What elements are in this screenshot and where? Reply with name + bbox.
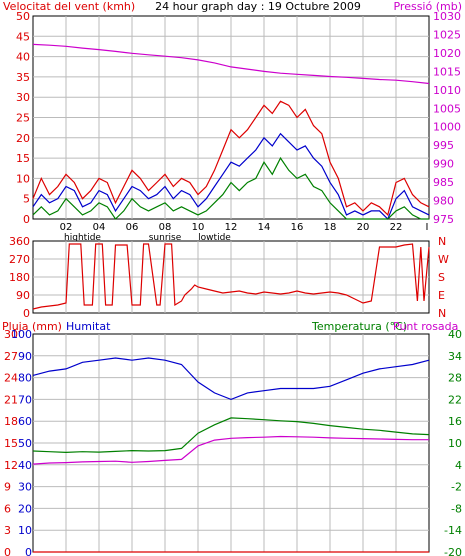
humidity-tick-label: 100	[11, 328, 32, 341]
y-right-tick-label: 980	[433, 195, 454, 208]
y-right-tick-label: 1005	[433, 102, 461, 115]
temperature-tick-label: -14	[444, 524, 462, 537]
humidity-tick-label: 40	[18, 459, 32, 472]
chart-title: 24 hour graph day : 19 Octubre 2009	[155, 0, 361, 13]
rain-tick-label: 30	[4, 328, 18, 341]
x-tick-label: 04	[93, 222, 106, 233]
humidity-line	[32, 357, 430, 401]
humidity-tick-label: 60	[18, 415, 32, 428]
x-tick-label: 02	[60, 222, 73, 233]
temperature-tick-label: -20	[444, 546, 462, 556]
temperature-label: Temperatura (°C)	[311, 320, 407, 333]
rain-tick-label: 3	[4, 524, 11, 537]
x-end-label: I	[426, 222, 429, 233]
temperature-tick-label: 28	[448, 372, 462, 385]
y-left-tick-label: 5	[23, 193, 30, 206]
rain-tick-label: 27	[4, 350, 18, 363]
humidity-tick-label: 90	[18, 350, 32, 363]
tide-label-lowtide: lowtide	[198, 233, 231, 243]
humidity-tick-label: 10	[18, 524, 32, 537]
y-right-tick-label: 985	[433, 176, 454, 189]
pressure-line	[32, 43, 430, 85]
y-right-tick-label: 990	[433, 158, 454, 171]
rain-tick-label: 21	[4, 393, 18, 406]
rain-tick-label: 15	[4, 437, 18, 450]
dew-point-line	[32, 435, 429, 465]
direction-tick-label: 90	[16, 289, 30, 302]
direction-tick-label: 360	[9, 235, 30, 248]
pressure-label: Pressió (mb)	[393, 0, 462, 13]
y-left-tick-label: 45	[16, 30, 30, 43]
rain-tick-label: 9	[4, 481, 11, 494]
x-tick-label: 08	[159, 222, 172, 233]
direction-tick-label: 270	[9, 253, 30, 266]
wind-min-line	[32, 156, 429, 220]
tide-label-hightide: hightide	[64, 233, 101, 243]
rain-tick-label: 12	[4, 459, 18, 472]
temperature-tick-label: -8	[451, 502, 462, 515]
x-tick-label: 10	[192, 222, 205, 233]
compass-tick-label: S	[438, 271, 445, 284]
temperature-tick-label: 34	[448, 350, 462, 363]
compass-tick-label: N	[438, 307, 446, 320]
humidity-label: Humitat	[66, 320, 111, 333]
x-tick-label: 16	[291, 222, 304, 233]
tide-label-sunrise: sunrise	[149, 233, 182, 243]
x-tick-label: 18	[324, 222, 337, 233]
y-left-tick-label: 40	[16, 51, 30, 64]
y-left-tick-label: 10	[16, 172, 30, 185]
temperature-tick-label: -2	[451, 481, 462, 494]
humidity-tick-label: 70	[18, 393, 32, 406]
dew-point-label: Punt rosada	[393, 320, 458, 333]
direction-tick-label: 0	[23, 307, 30, 320]
temperature-tick-label: 4	[455, 459, 462, 472]
y-right-tick-label: 1025	[433, 28, 461, 41]
y-left-tick-label: 15	[16, 152, 30, 165]
compass-tick-label: E	[438, 289, 445, 302]
y-right-tick-label: 1020	[433, 47, 461, 60]
y-right-tick-label: 995	[433, 139, 454, 152]
y-right-tick-label: 975	[433, 213, 454, 226]
y-left-tick-label: 25	[16, 112, 30, 125]
x-tick-label: 22	[390, 222, 403, 233]
y-right-tick-label: 1000	[433, 121, 461, 134]
x-tick-label: 14	[258, 222, 271, 233]
temperature-line	[32, 417, 430, 454]
temperature-tick-label: 16	[448, 415, 462, 428]
y-left-tick-label: 30	[16, 91, 30, 104]
compass-tick-label: W	[438, 253, 449, 266]
temperature-tick-label: 40	[448, 328, 462, 341]
rain-tick-label: 18	[4, 415, 18, 428]
rain-label: Pluja (mm)	[2, 320, 62, 333]
y-right-tick-label: 1015	[433, 65, 461, 78]
y-left-tick-label: 0	[23, 213, 30, 226]
rain-tick-label: 6	[4, 502, 11, 515]
y-right-tick-label: 1030	[433, 10, 461, 23]
y-right-tick-label: 1010	[433, 84, 461, 97]
x-tick-label: 06	[126, 222, 139, 233]
temperature-tick-label: 22	[448, 393, 462, 406]
wind-direction-line	[32, 243, 430, 310]
wind-avg-line	[32, 132, 430, 221]
y-left-tick-label: 35	[16, 71, 30, 84]
y-left-tick-label: 50	[16, 10, 30, 23]
temperature-tick-label: 10	[448, 437, 462, 450]
humidity-tick-label: 50	[18, 437, 32, 450]
rain-tick-label: 24	[4, 372, 18, 385]
humidity-tick-label: 20	[18, 502, 32, 515]
humidity-tick-label: 30	[18, 481, 32, 494]
x-tick-label: 20	[357, 222, 370, 233]
x-tick-label: 12	[225, 222, 238, 233]
gust-line	[32, 100, 430, 217]
direction-tick-label: 180	[9, 271, 30, 284]
humidity-tick-label: 80	[18, 372, 32, 385]
compass-tick-label: N	[438, 235, 446, 248]
rain-tick-label: 0	[4, 546, 11, 556]
wind-speed-label: Velocitat del vent (kmh)	[3, 0, 135, 13]
y-left-tick-label: 20	[16, 132, 30, 145]
humidity-tick-label: 0	[25, 546, 32, 556]
